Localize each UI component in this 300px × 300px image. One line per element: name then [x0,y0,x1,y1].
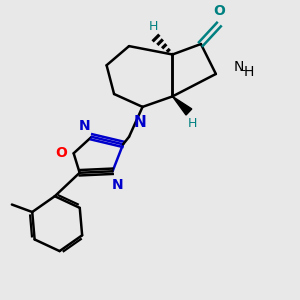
Text: N: N [234,60,244,74]
Text: N: N [111,178,123,192]
Text: H: H [148,20,158,33]
Text: N: N [78,119,90,133]
Polygon shape [172,96,192,115]
Text: –: – [240,64,246,77]
Text: O: O [55,146,67,160]
Text: N: N [134,115,146,130]
Text: O: O [213,4,225,18]
Text: H: H [243,64,254,79]
Text: H: H [188,117,197,130]
